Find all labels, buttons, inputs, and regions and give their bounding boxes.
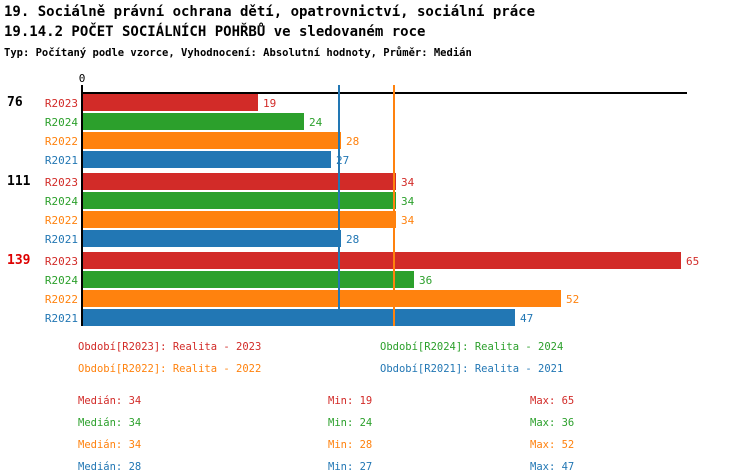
bar-R2022-group-111 (83, 211, 396, 228)
legend-item-r2021: Období[R2021]: Realita - 2021 (380, 363, 564, 375)
bar-value-R2023-group-139: 65 (686, 255, 700, 268)
bar-R2021-group-111 (83, 230, 341, 247)
bar-R2023-group-139 (83, 252, 681, 269)
stat-median-r2024: Medián: 34 (78, 417, 142, 429)
stat-max-r2022: Max: 52 (530, 439, 575, 451)
bar-R2021-group-76 (83, 151, 331, 168)
stat-min-r2022: Min: 28 (328, 439, 373, 451)
bar-R2024-group-111 (83, 192, 396, 209)
series-label-R2022-group-76: R2022 (44, 135, 78, 148)
series-label-R2022-group-111: R2022 (44, 214, 78, 227)
series-label-R2022-group-139: R2022 (44, 293, 78, 306)
median-line-28 (338, 85, 340, 326)
bar-R2024-group-139 (83, 271, 414, 288)
bar-R2022-group-139 (83, 290, 561, 307)
x-axis-zero-label: 0 (78, 72, 86, 85)
series-label-R2021-group-76: R2021 (44, 154, 78, 167)
bar-R2024-group-76 (83, 113, 304, 130)
chart-subtitle: Typ: Počítaný podle vzorce, Vyhodnocení:… (4, 47, 472, 59)
stat-max-r2021: Max: 47 (530, 461, 575, 473)
series-label-R2021-group-139: R2021 (44, 312, 78, 325)
series-label-R2023-group-111: R2023 (44, 176, 78, 189)
group-label-139: 139 (7, 253, 31, 268)
stat-max-r2024: Max: 36 (530, 417, 575, 429)
series-label-R2023-group-76: R2023 (44, 97, 78, 110)
bar-R2023-group-76 (83, 94, 258, 111)
bar-value-R2022-group-76: 28 (346, 135, 360, 148)
series-label-R2024-group-76: R2024 (44, 116, 78, 129)
series-label-R2024-group-139: R2024 (44, 274, 78, 287)
bar-value-R2023-group-76: 19 (263, 97, 277, 110)
bar-value-R2023-group-111: 34 (401, 176, 415, 189)
series-label-R2023-group-139: R2023 (44, 255, 78, 268)
bar-value-R2021-group-139: 47 (520, 312, 534, 325)
report-section-title: 19. Sociálně právní ochrana dětí, opatro… (4, 4, 536, 20)
legend-item-r2023: Období[R2023]: Realita - 2023 (78, 341, 262, 353)
median-line-34 (393, 85, 395, 326)
bar-value-R2021-group-111: 28 (346, 233, 360, 246)
stat-min-r2024: Min: 24 (328, 417, 373, 429)
chart-title: 19.14.2 POČET SOCIÁLNÍCH POHŘBŮ ve sledo… (4, 24, 426, 40)
stat-min-r2023: Min: 19 (328, 395, 373, 407)
stat-median-r2021: Medián: 28 (78, 461, 142, 473)
bar-value-R2024-group-76: 24 (309, 116, 323, 129)
legend-item-r2022: Období[R2022]: Realita - 2022 (78, 363, 262, 375)
series-label-R2021-group-111: R2021 (44, 233, 78, 246)
stat-median-r2022: Medián: 34 (78, 439, 142, 451)
stat-min-r2021: Min: 27 (328, 461, 373, 473)
group-label-111: 111 (7, 174, 31, 189)
bar-value-R2024-group-139: 36 (419, 274, 433, 287)
bar-R2022-group-76 (83, 132, 341, 149)
x-axis-line (82, 92, 687, 94)
bar-R2021-group-139 (83, 309, 515, 326)
group-label-76: 76 (7, 95, 23, 110)
series-label-R2024-group-111: R2024 (44, 195, 78, 208)
bar-value-R2022-group-111: 34 (401, 214, 415, 227)
legend-item-r2024: Období[R2024]: Realita - 2024 (380, 341, 564, 353)
y-axis-line (81, 85, 83, 326)
bar-value-R2024-group-111: 34 (401, 195, 415, 208)
stat-median-r2023: Medián: 34 (78, 395, 142, 407)
bar-value-R2022-group-139: 52 (566, 293, 580, 306)
stat-max-r2023: Max: 65 (530, 395, 575, 407)
bar-R2023-group-111 (83, 173, 396, 190)
